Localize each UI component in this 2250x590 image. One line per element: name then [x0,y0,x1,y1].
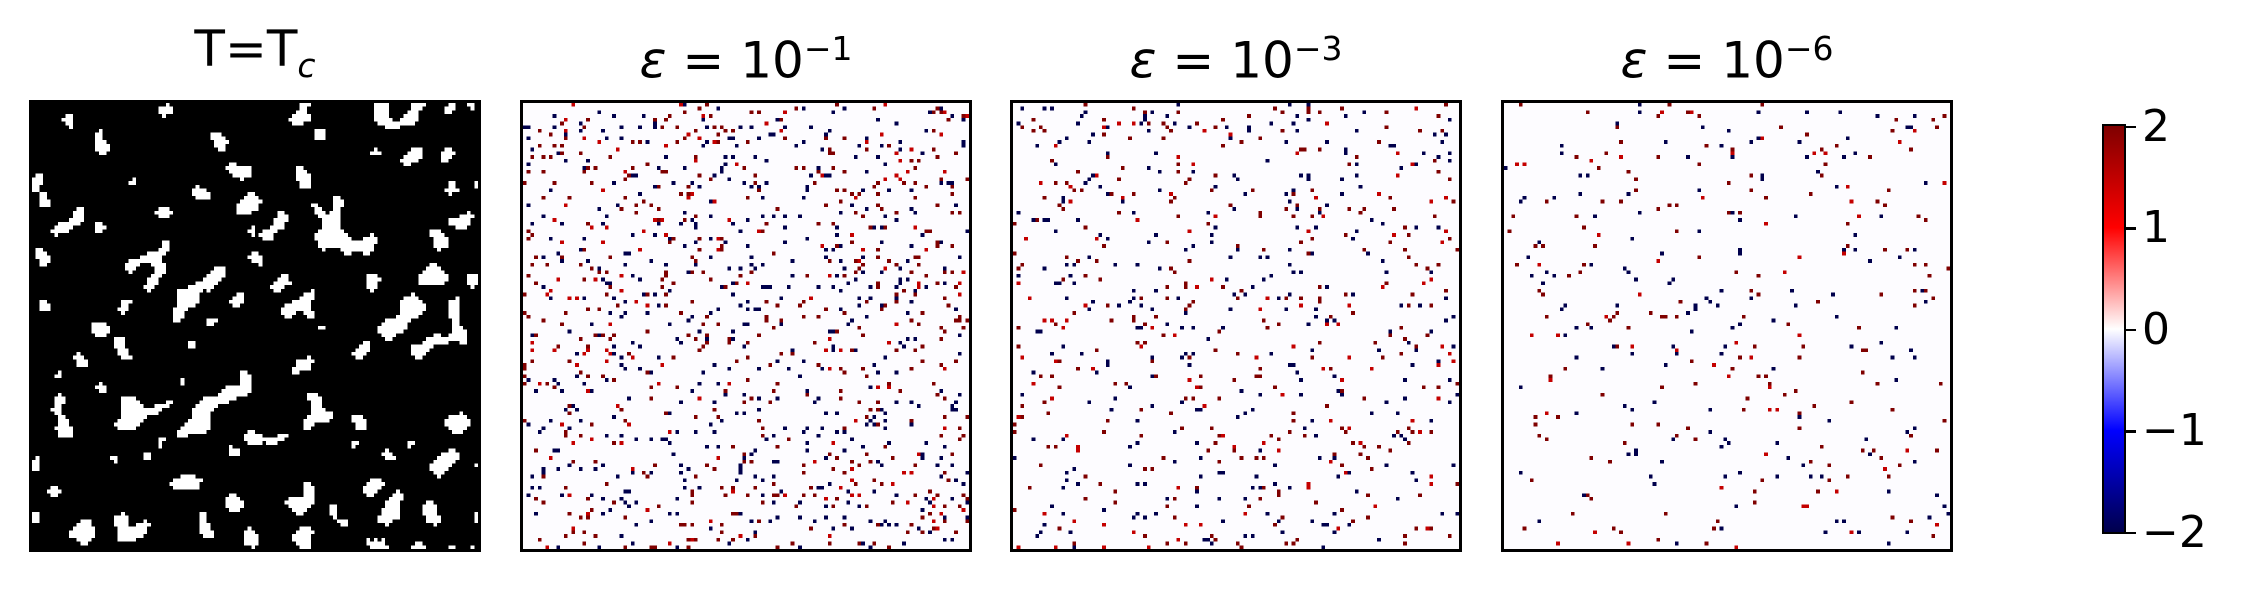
difference-map-eps-3 [1013,103,1459,549]
heatmap-panel-eps-1 [520,100,972,552]
colorbar [2102,124,2126,534]
spin-configuration-map [32,103,478,549]
colorbar-tick [2124,227,2136,230]
colorbar-tick [2124,531,2136,534]
colorbar-tick [2124,430,2136,433]
colorbar-tick-label: 2 [2142,100,2170,152]
colorbar-tick-label: −2 [2142,506,2207,558]
heatmap-panel-eps-3 [1010,100,1462,552]
colorbar-tick [2124,328,2136,331]
panel-title-eps-6: ε = 10−6 [1620,29,1834,90]
panel-title-eps-3: ε = 10−3 [1129,29,1343,90]
difference-map-eps-1 [523,103,969,549]
heatmap-panel-tc [29,100,481,552]
colorbar-tick-label: −1 [2142,405,2207,456]
panel-title-eps-1: ε = 10−1 [639,29,853,90]
heatmap-panel-eps-6 [1501,100,1953,552]
colorbar-tick [2124,125,2136,128]
panel-title-tc: T=Tc [194,20,316,85]
difference-map-eps-6 [1504,103,1950,549]
colorbar-tick-label: 1 [2142,202,2170,253]
colorbar-tick-label: 0 [2142,303,2170,355]
